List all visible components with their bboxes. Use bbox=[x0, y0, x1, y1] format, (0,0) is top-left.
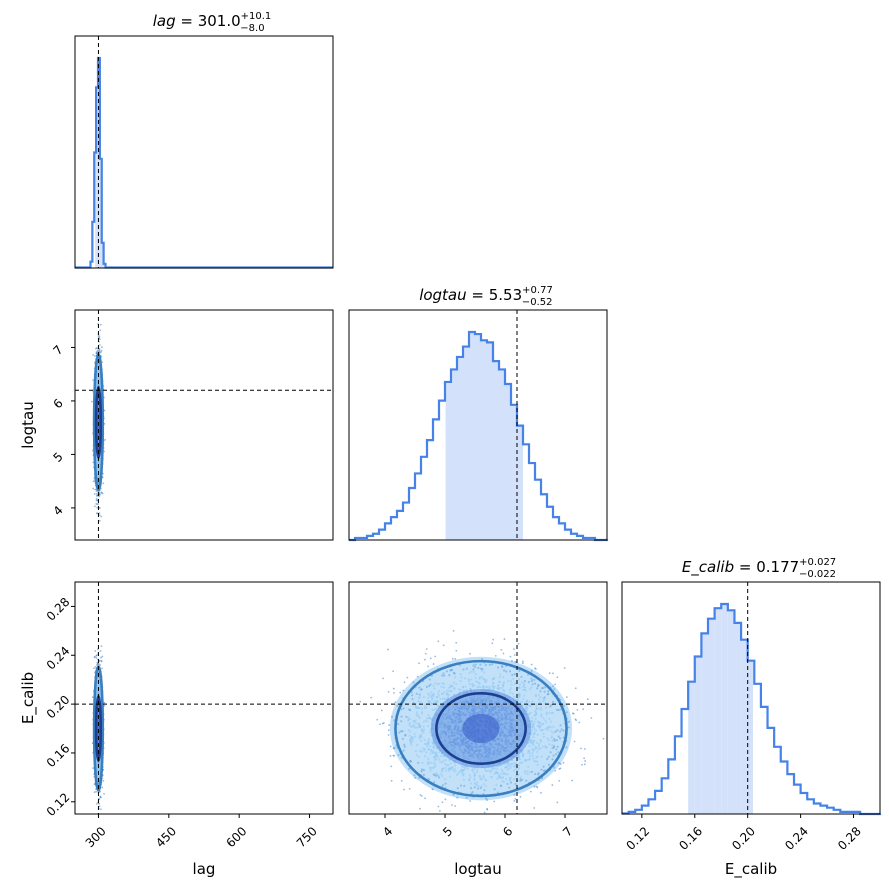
scatter-point bbox=[91, 400, 93, 403]
scatter-point bbox=[92, 480, 95, 483]
title-minus-error: −0.52 bbox=[522, 297, 553, 308]
panel-lag-hist: lag = 301.0+10.1 −8.0 bbox=[74, 11, 334, 269]
scatter-point bbox=[100, 660, 103, 663]
title-param-name: lag bbox=[153, 12, 176, 30]
scatter-point bbox=[96, 506, 99, 509]
scatter-point bbox=[95, 654, 98, 657]
scatter-point bbox=[95, 512, 98, 515]
scatter-point bbox=[99, 344, 101, 346]
scatter-point bbox=[94, 650, 97, 652]
scatter-point bbox=[100, 515, 103, 518]
hist-fill-bin bbox=[95, 152, 97, 268]
scatter-point bbox=[99, 329, 102, 332]
scatter-point bbox=[100, 808, 102, 811]
hist-fill-bin bbox=[445, 381, 451, 540]
scatter-point bbox=[92, 487, 95, 490]
scatter-point bbox=[102, 482, 105, 485]
scatter-point bbox=[99, 795, 102, 798]
scatter-point bbox=[100, 645, 103, 648]
scatter-point bbox=[98, 514, 101, 517]
scatter-point bbox=[98, 338, 101, 341]
scatter-point bbox=[98, 519, 101, 522]
scatter-point bbox=[98, 659, 101, 662]
scatter-point bbox=[93, 493, 96, 495]
scatter-point bbox=[94, 655, 96, 658]
scatter-point bbox=[102, 779, 105, 782]
hist-fill-bin bbox=[103, 263, 105, 268]
scatter-point bbox=[92, 379, 95, 382]
hist-fill-bin bbox=[469, 332, 475, 540]
scatter-point bbox=[94, 488, 97, 491]
scatter-point bbox=[99, 650, 102, 652]
hist-fill-bin bbox=[451, 369, 457, 540]
y-tick-label: 7 bbox=[51, 343, 66, 358]
hist-fill-bin bbox=[493, 361, 499, 540]
hist-fill-bin bbox=[505, 384, 511, 540]
y-tick-label: 6 bbox=[51, 396, 66, 411]
scatter-point bbox=[101, 667, 103, 670]
scatter-point bbox=[92, 353, 95, 356]
hist-step-line bbox=[75, 56, 333, 269]
scatter-point bbox=[93, 791, 96, 794]
panel-title-2: logtau = 5.53+0.77 −0.52 bbox=[419, 285, 553, 308]
y-tick-label: 4 bbox=[51, 503, 66, 518]
scatter-point bbox=[94, 355, 96, 357]
hist-fill-bin bbox=[463, 346, 469, 540]
title-minus-error: −8.0 bbox=[240, 23, 264, 34]
hist-fill-bin bbox=[487, 342, 493, 540]
y-tick-label: 5 bbox=[51, 450, 66, 465]
hist-fill-bin bbox=[96, 87, 98, 269]
scatter-point bbox=[93, 667, 95, 670]
scatter-point bbox=[95, 492, 98, 495]
scatter-point bbox=[97, 503, 99, 505]
panel-lag-logtau: 4 5 6 7 logtau bbox=[19, 309, 334, 541]
panel-frame bbox=[74, 309, 334, 541]
scatter-point bbox=[100, 349, 103, 352]
title-plus-error: +10.1 bbox=[241, 11, 272, 22]
scatter-point bbox=[95, 497, 98, 500]
title-equals: = 5.53 bbox=[467, 286, 523, 304]
scatter-point bbox=[101, 655, 104, 658]
y-axis-label: logtau bbox=[19, 401, 37, 448]
scatter-point bbox=[103, 793, 105, 795]
hist-fill-bin bbox=[481, 340, 487, 540]
panel-logtau-hist: logtau = 5.53+0.77 −0.52 bbox=[348, 285, 609, 542]
hist-fill-bin bbox=[475, 334, 481, 540]
scatter-point bbox=[95, 802, 98, 805]
scatter-point bbox=[103, 701, 106, 704]
title-equals: = 301.0 bbox=[176, 12, 241, 30]
scatter-point bbox=[98, 348, 101, 351]
scatter-point bbox=[94, 505, 96, 508]
scatter-point bbox=[101, 492, 104, 495]
title-param-name: logtau bbox=[419, 286, 466, 304]
panel-lag-ecalib: 300 450 600 7500.120.160.200.240.28lagE_cal… bbox=[19, 581, 334, 878]
scatter-point bbox=[95, 499, 98, 502]
scatter-point bbox=[98, 335, 101, 338]
scatter-point bbox=[93, 783, 96, 786]
scatter-point bbox=[94, 665, 97, 668]
panel-frame bbox=[74, 35, 334, 269]
title-plus-error: +0.77 bbox=[522, 285, 553, 296]
scatter-point bbox=[104, 438, 106, 441]
scatter-point bbox=[101, 786, 104, 789]
scatter-point bbox=[99, 323, 102, 326]
panel-title-0: lag = 301.0+10.1 −8.0 bbox=[153, 11, 272, 34]
scatter-point bbox=[95, 490, 98, 492]
scatter-point bbox=[96, 347, 98, 349]
hist-fill-bin bbox=[499, 369, 505, 540]
scatter-point bbox=[101, 346, 103, 348]
hist-fill-bin bbox=[457, 356, 463, 540]
